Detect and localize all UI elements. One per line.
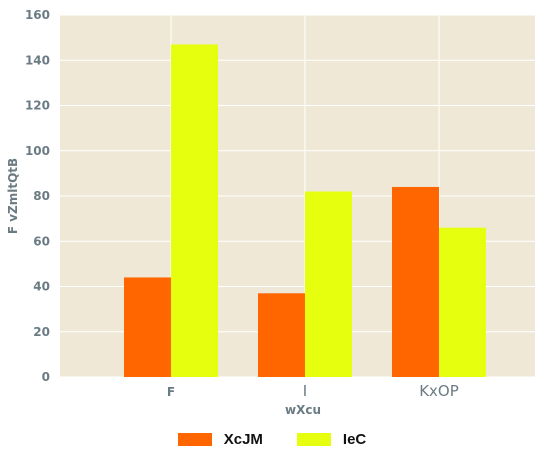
y-tick-label-3: 60 xyxy=(33,234,50,248)
x-tick-label-1: I xyxy=(303,382,307,400)
x-axis-ticks: F I KxOP xyxy=(167,382,459,400)
y-axis-ticks: 0 20 40 60 80 100 120 140 160 xyxy=(25,8,50,384)
legend-label-series-1: XcJM xyxy=(223,431,263,448)
y-tick-label-8: 160 xyxy=(25,8,50,22)
legend-swatch-series-1 xyxy=(177,433,212,446)
y-tick-label-4: 80 xyxy=(33,189,50,203)
bar-series-2-I xyxy=(305,191,352,377)
bar-series-1-KxOP xyxy=(392,186,439,377)
y-tick-label-5: 100 xyxy=(25,144,50,158)
y-tick-label-1: 20 xyxy=(33,325,50,339)
legend-item-series-2: IeC xyxy=(296,431,367,448)
bars xyxy=(124,44,486,377)
y-tick-label-0: 0 xyxy=(42,370,50,384)
bar-series-2-F xyxy=(171,44,218,377)
bar-series-2-KxOP xyxy=(439,227,486,377)
legend-item-series-1: XcJM xyxy=(177,431,263,448)
legend-swatch-series-2 xyxy=(296,433,331,446)
legend-label-series-2: IeC xyxy=(342,431,367,448)
y-tick-label-6: 120 xyxy=(25,99,50,113)
x-axis-title: wXcu xyxy=(285,403,321,417)
y-tick-label-7: 140 xyxy=(25,53,50,67)
bar-series-1-F xyxy=(124,277,171,377)
y-axis-title: F vZmltQtB xyxy=(6,158,20,234)
x-tick-label-0: F xyxy=(167,385,175,399)
x-tick-label-2: KxOP xyxy=(419,382,459,400)
bar-series-1-I xyxy=(258,293,305,377)
y-tick-label-2: 40 xyxy=(33,280,50,294)
legend: XcJM IeC xyxy=(0,431,544,448)
